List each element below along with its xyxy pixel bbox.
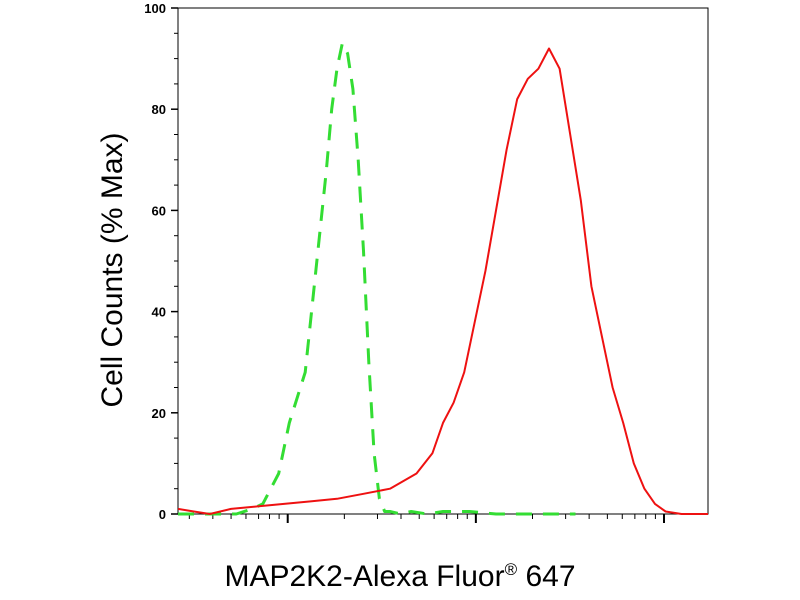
y-tick-label: 60 [152,203,166,218]
y-tick-label: 80 [152,102,166,117]
y-axis-ticks: 0 20 40 60 80 100 [144,1,178,522]
x-axis-title: MAP2K2-Alexa Fluor® 647 [0,560,800,594]
x-axis-title-suffix: 647 [525,560,576,593]
series-line-solid [177,47,708,515]
y-tick-label: 40 [152,305,166,320]
plot-border [177,7,709,515]
plot-frame [177,7,709,515]
x-axis-ticks [188,514,666,523]
series-layer [177,41,708,516]
y-tick-label: 20 [152,406,166,421]
y-tick-label: 100 [144,1,166,16]
series-line-dashed [178,41,576,516]
y-axis-title: Cell Counts (% Max) [96,132,129,407]
y-tick-label: 0 [159,507,166,522]
x-axis-title-main: MAP2K2-Alexa Fluor [224,560,505,593]
x-axis-title-registered-mark: ® [504,560,518,579]
